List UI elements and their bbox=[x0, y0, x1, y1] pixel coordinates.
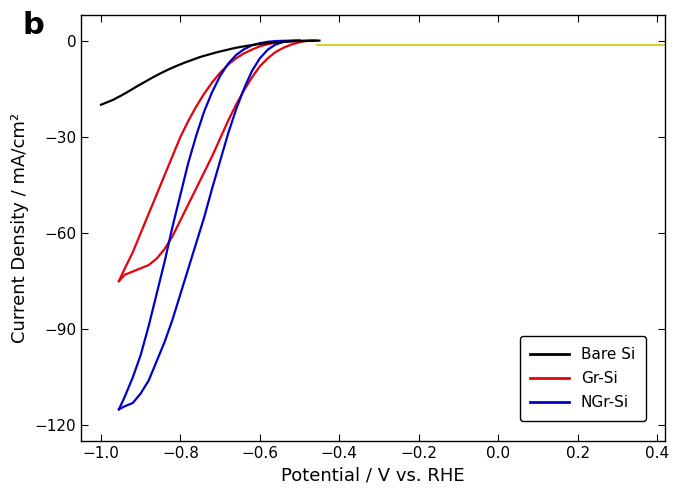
NGr-Si bbox=[115, 406, 123, 412]
Gr-Si bbox=[287, 38, 296, 44]
Gr-Si bbox=[137, 230, 145, 236]
Line: Gr-Si: Gr-Si bbox=[119, 41, 315, 281]
Bare Si bbox=[268, 40, 276, 46]
Bare Si bbox=[283, 39, 291, 45]
Gr-Si bbox=[153, 191, 161, 197]
Gr-Si bbox=[200, 91, 208, 97]
NGr-Si bbox=[224, 61, 232, 66]
Gr-Si bbox=[296, 38, 304, 44]
Gr-Si bbox=[264, 41, 272, 47]
NGr-Si bbox=[272, 38, 280, 44]
NGr-Si bbox=[121, 394, 129, 400]
Gr-Si bbox=[115, 278, 123, 284]
NGr-Si bbox=[232, 52, 240, 58]
X-axis label: Potential / V vs. RHE: Potential / V vs. RHE bbox=[281, 467, 465, 485]
Bare Si bbox=[204, 52, 212, 58]
Gr-Si bbox=[121, 265, 129, 271]
NGr-Si bbox=[200, 108, 208, 114]
Bare Si bbox=[116, 93, 125, 99]
Y-axis label: Current Density / mA/cm²: Current Density / mA/cm² bbox=[11, 113, 29, 343]
Gr-Si bbox=[248, 47, 256, 53]
Bare Si bbox=[220, 48, 228, 54]
Bare Si bbox=[300, 38, 308, 44]
Gr-Si bbox=[280, 39, 288, 45]
Bare Si bbox=[259, 41, 268, 47]
Gr-Si bbox=[208, 79, 217, 85]
Bare Si bbox=[148, 74, 157, 80]
Bare Si bbox=[180, 60, 189, 65]
Bare Si bbox=[228, 46, 236, 52]
NGr-Si bbox=[161, 259, 169, 265]
NGr-Si bbox=[176, 191, 185, 197]
Bare Si bbox=[236, 44, 244, 50]
NGr-Si bbox=[264, 39, 272, 45]
Gr-Si bbox=[176, 134, 185, 140]
Bare Si bbox=[212, 50, 220, 56]
Bare Si bbox=[188, 57, 196, 63]
Bare Si bbox=[307, 38, 315, 44]
Bare Si bbox=[125, 88, 133, 94]
NGr-Si bbox=[256, 40, 264, 46]
Bare Si bbox=[172, 63, 180, 69]
Gr-Si bbox=[256, 43, 264, 49]
Gr-Si bbox=[192, 103, 200, 109]
Gr-Si bbox=[129, 249, 137, 255]
NGr-Si bbox=[192, 132, 200, 138]
NGr-Si bbox=[168, 224, 176, 230]
NGr-Si bbox=[144, 323, 153, 329]
NGr-Si bbox=[137, 352, 145, 358]
Bare Si bbox=[276, 39, 284, 45]
Legend: Bare Si, Gr-Si, NGr-Si: Bare Si, Gr-Si, NGr-Si bbox=[520, 336, 646, 421]
Bare Si bbox=[315, 38, 323, 44]
Gr-Si bbox=[144, 211, 153, 217]
NGr-Si bbox=[185, 160, 193, 166]
NGr-Si bbox=[153, 291, 161, 297]
Line: NGr-Si: NGr-Si bbox=[119, 41, 300, 409]
Line: Bare Si: Bare Si bbox=[101, 41, 319, 105]
Bare Si bbox=[291, 38, 300, 44]
NGr-Si bbox=[129, 374, 137, 380]
Gr-Si bbox=[304, 38, 312, 44]
Bare Si bbox=[252, 42, 260, 48]
Bare Si bbox=[109, 97, 117, 103]
NGr-Si bbox=[216, 73, 224, 79]
NGr-Si bbox=[208, 89, 217, 95]
NGr-Si bbox=[280, 38, 288, 44]
NGr-Si bbox=[287, 38, 296, 44]
Gr-Si bbox=[185, 118, 193, 124]
NGr-Si bbox=[240, 46, 248, 52]
Gr-Si bbox=[168, 153, 176, 159]
Bare Si bbox=[196, 54, 204, 60]
Gr-Si bbox=[240, 51, 248, 57]
Bare Si bbox=[244, 43, 252, 49]
Gr-Si bbox=[224, 62, 232, 67]
Bare Si bbox=[164, 66, 172, 72]
Bare Si bbox=[140, 79, 148, 85]
Gr-Si bbox=[232, 55, 240, 61]
Bare Si bbox=[133, 83, 141, 89]
Gr-Si bbox=[272, 40, 280, 46]
Bare Si bbox=[157, 70, 165, 76]
Gr-Si bbox=[216, 69, 224, 75]
Text: b: b bbox=[22, 11, 44, 40]
Bare Si bbox=[97, 102, 105, 108]
Gr-Si bbox=[311, 38, 319, 44]
Gr-Si bbox=[161, 172, 169, 178]
NGr-Si bbox=[248, 43, 256, 49]
NGr-Si bbox=[296, 38, 304, 44]
